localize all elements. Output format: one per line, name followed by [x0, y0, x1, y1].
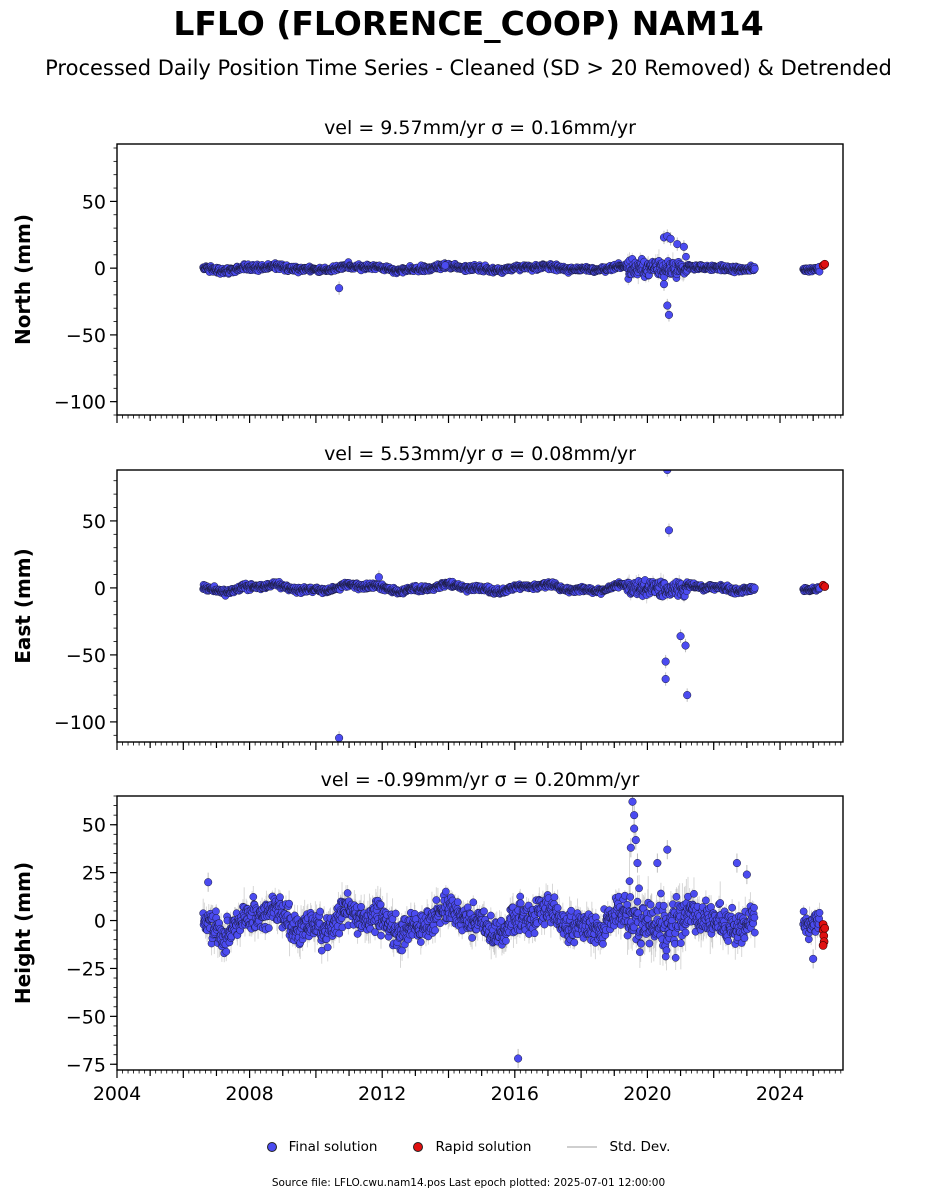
final-solution-points: [199, 232, 824, 319]
outlier-point: [679, 242, 688, 251]
y-tick-label: 0: [94, 258, 106, 280]
std-dev-bars: [202, 229, 821, 322]
outlier-point: [659, 280, 669, 289]
y-tick-label: 50: [82, 191, 106, 213]
rapid-solution-points: [818, 259, 830, 270]
data-points: [199, 229, 830, 322]
outlier-point: [335, 284, 344, 293]
final-point: [750, 264, 759, 273]
outlier-point: [666, 234, 675, 243]
panel-title: vel = 9.57mm/yr σ = 0.16mm/yr: [324, 117, 636, 139]
page-title: LFLO (FLORENCE_COOP) NAM14: [173, 4, 764, 43]
data-points: [199, 470, 830, 742]
outlier-point: [441, 261, 450, 270]
panel-title: vel = 5.53mm/yr σ = 0.08mm/yr: [324, 443, 636, 465]
y-axis-label: North (mm): [11, 214, 35, 345]
std-dev-bars: [202, 470, 821, 742]
y-axis-label: East (mm): [11, 548, 35, 664]
page-subtitle: Processed Daily Position Time Series - C…: [45, 56, 892, 80]
rapid-point: [820, 259, 830, 269]
outlier-point: [664, 310, 674, 319]
y-tick-label: −50: [66, 325, 106, 347]
y-tick-label: −100: [54, 392, 106, 414]
outlier-point: [663, 301, 672, 310]
x-ticks: [116, 415, 842, 423]
final-solution-points: [199, 470, 824, 742]
final-point: [682, 252, 690, 261]
y-ticks: −100 −50 0 50: [54, 147, 117, 416]
plot-frame: [116, 143, 844, 416]
